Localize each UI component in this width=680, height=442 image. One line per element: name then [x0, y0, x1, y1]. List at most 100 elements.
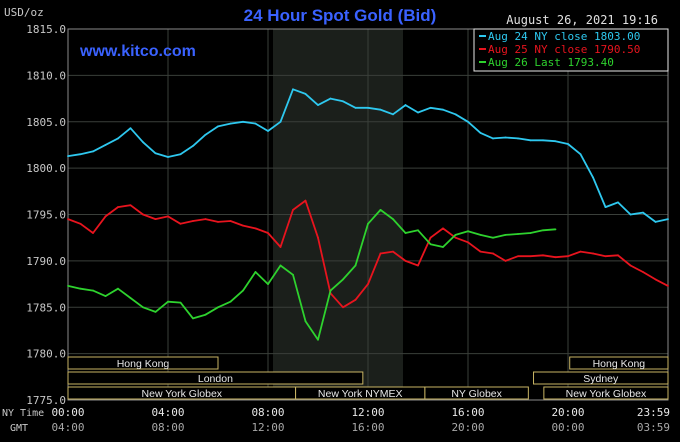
data-point: [379, 108, 382, 111]
x-tick-label-gmt: 00:00: [551, 421, 584, 434]
x-row-label-ny: NY Time: [2, 408, 44, 419]
data-point: [492, 137, 494, 140]
session-box-frame: [424, 386, 529, 400]
data-point: [504, 136, 507, 139]
data-point: [204, 218, 207, 221]
x-tick-label-gmt: 04:00: [51, 421, 84, 434]
data-point: [217, 306, 219, 309]
data-point: [67, 285, 69, 287]
data-point: [317, 104, 319, 106]
y-tick-label: 1800.0: [26, 162, 66, 175]
data-point: [554, 228, 557, 231]
legend-label: Aug 24 NY close 1803.00: [488, 30, 640, 43]
x-tick-label-gmt: 16:00: [351, 421, 384, 434]
data-point: [654, 221, 657, 223]
legend-label: Aug 26 Last 1793.40: [488, 56, 614, 69]
session-label: Hong Kong: [117, 358, 170, 370]
data-point: [154, 152, 157, 155]
data-point: [204, 313, 207, 316]
data-point: [367, 283, 369, 285]
data-point: [404, 104, 407, 106]
data-point: [567, 255, 569, 258]
data-point: [379, 252, 382, 255]
x-tick-label-ny: 00:00: [51, 406, 84, 419]
data-point: [542, 254, 544, 257]
data-point: [429, 236, 432, 239]
data-point: [342, 278, 344, 281]
data-point: [292, 208, 294, 211]
data-point: [117, 137, 119, 140]
data-point: [642, 271, 644, 273]
session-box-frame: [569, 356, 669, 370]
data-point: [242, 120, 244, 123]
data-point: [417, 111, 419, 114]
data-point: [104, 295, 107, 298]
session-box: NY Globex: [424, 386, 529, 400]
data-point: [117, 206, 119, 208]
data-point: [142, 213, 144, 216]
data-point: [192, 317, 194, 320]
data-point: [642, 211, 644, 214]
data-point: [404, 232, 407, 234]
data-point: [267, 283, 269, 285]
timestamp: August 26, 2021 19:16: [506, 13, 658, 27]
data-point: [329, 289, 332, 292]
data-point: [92, 232, 94, 234]
data-point: [429, 106, 432, 109]
data-point: [92, 150, 94, 153]
data-point: [204, 133, 207, 136]
y-tick-label: 1810.0: [26, 69, 66, 82]
data-point: [254, 227, 257, 230]
data-point: [129, 204, 132, 207]
x-row-label-gmt: GMT: [10, 423, 28, 434]
price-series: [67, 88, 669, 341]
data-point: [154, 218, 157, 221]
data-point: [242, 224, 244, 227]
data-point: [279, 264, 282, 267]
data-point: [504, 259, 507, 262]
data-point: [129, 127, 132, 130]
data-point: [142, 141, 144, 144]
data-point: [304, 320, 307, 323]
data-point: [192, 144, 194, 147]
y-tick-label: 1815.0: [26, 23, 66, 36]
data-point: [479, 234, 482, 236]
data-point: [442, 227, 444, 230]
data-point: [229, 122, 232, 125]
session-box: New York NYMEX: [295, 386, 426, 400]
session-box: Sydney: [533, 371, 669, 385]
data-point: [604, 255, 607, 258]
legend-entry: Aug 24 NY close 1803.00: [479, 30, 640, 43]
data-point: [179, 153, 182, 156]
data-point: [579, 250, 582, 253]
data-point: [267, 130, 269, 132]
y-axis-ticks: 1815.0 1810.0 1805.0 1800.0 1795.0 1790.0 1785…: [26, 23, 66, 407]
x-tick-label-gmt: 03:59: [637, 421, 670, 434]
session-label: Sydney: [583, 373, 619, 385]
data-point: [104, 215, 107, 218]
data-point: [142, 306, 144, 309]
data-point: [167, 300, 169, 303]
data-point: [554, 256, 557, 259]
session-label: New York NYMEX: [318, 388, 403, 400]
unit-label: USD/oz: [4, 6, 44, 19]
data-point: [442, 108, 444, 111]
legend-box: [473, 28, 669, 72]
data-point: [479, 131, 482, 134]
data-point: [429, 243, 432, 246]
data-point: [404, 259, 407, 262]
y-tick-label: 1785.0: [26, 301, 66, 314]
y-tick-label: 1775.0: [26, 394, 66, 407]
data-point: [342, 306, 344, 309]
data-point: [254, 271, 257, 273]
y-tick-label: 1790.0: [26, 255, 66, 268]
data-point: [67, 155, 69, 157]
y-tick-label: 1780.0: [26, 348, 66, 361]
x-axis-ticks: NY Time GMT 00:00 04:00 04:00 08:00 08:00 12:00…: [2, 406, 670, 434]
data-point: [67, 218, 69, 221]
data-point: [304, 199, 307, 202]
data-point: [354, 106, 357, 109]
session-label: Hong Kong: [593, 358, 646, 370]
